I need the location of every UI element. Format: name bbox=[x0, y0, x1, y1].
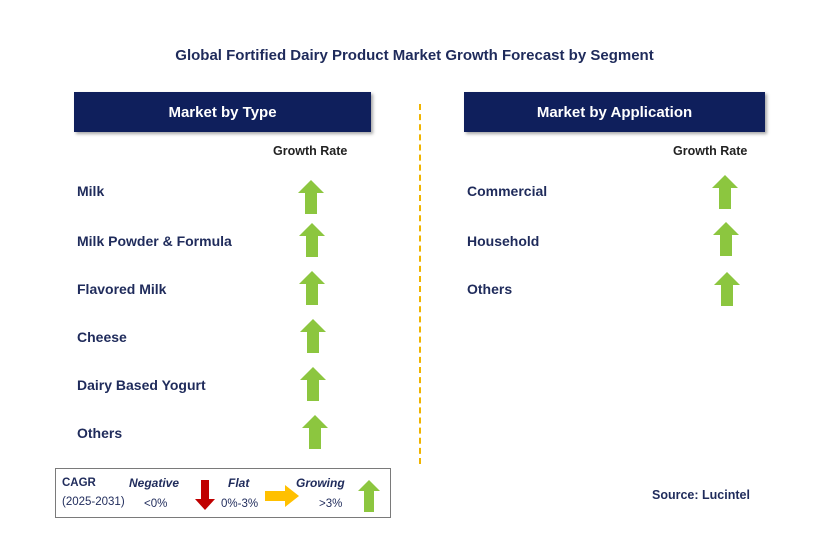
page-title: Global Fortified Dairy Product Market Gr… bbox=[175, 47, 654, 64]
market-by-type-header-label: Market by Type bbox=[168, 103, 277, 121]
up-arrow-icon bbox=[714, 272, 740, 306]
legend-flat-range: 0%-3% bbox=[221, 498, 259, 510]
type-item-label: Flavored Milk bbox=[77, 281, 167, 297]
up-arrow-icon bbox=[713, 222, 739, 256]
up-arrow-icon bbox=[300, 319, 326, 353]
source-label: Source: Lucintel bbox=[652, 488, 750, 502]
type-item-label: Milk bbox=[77, 183, 105, 199]
application-item-label: Others bbox=[467, 281, 513, 297]
type-item-label: Others bbox=[77, 425, 123, 441]
market-by-type-header: Market by Type bbox=[74, 92, 371, 132]
legend-flat-label: Flat bbox=[228, 476, 250, 490]
up-arrow-icon bbox=[358, 480, 380, 512]
up-arrow-icon bbox=[299, 271, 325, 305]
right-arrow-icon bbox=[265, 485, 299, 507]
down-arrow-icon bbox=[195, 480, 215, 510]
up-arrow-icon bbox=[300, 367, 326, 401]
legend-growing-label: Growing bbox=[296, 476, 345, 490]
legend-negative-range: <0% bbox=[144, 498, 168, 510]
market-by-application-header-label: Market by Application bbox=[536, 103, 693, 121]
type-item-label: Milk Powder & Formula bbox=[77, 233, 232, 249]
type-item-label: Cheese bbox=[77, 329, 127, 345]
up-arrow-icon bbox=[298, 180, 324, 214]
market-by-application-header: Market by Application bbox=[464, 92, 765, 132]
right-growth-rate-label: Growth Rate bbox=[673, 144, 748, 158]
legend-cagr-label: CAGR bbox=[62, 477, 96, 489]
up-arrow-icon bbox=[299, 223, 325, 257]
legend-period: (2025-2031) bbox=[62, 496, 125, 508]
application-item-label: Household bbox=[467, 233, 540, 249]
application-item-label: Commercial bbox=[467, 183, 548, 199]
up-arrow-icon bbox=[712, 175, 738, 209]
type-item-label: Dairy Based Yogurt bbox=[77, 377, 206, 393]
legend-growing-range: >3% bbox=[319, 498, 343, 510]
left-growth-rate-label: Growth Rate bbox=[273, 144, 348, 158]
up-arrow-icon bbox=[302, 415, 328, 449]
legend-negative-label: Negative bbox=[129, 476, 180, 490]
cagr-legend: CAGR (2025-2031) Negative <0% Flat 0%-3%… bbox=[55, 468, 391, 518]
panel-divider bbox=[419, 104, 421, 464]
